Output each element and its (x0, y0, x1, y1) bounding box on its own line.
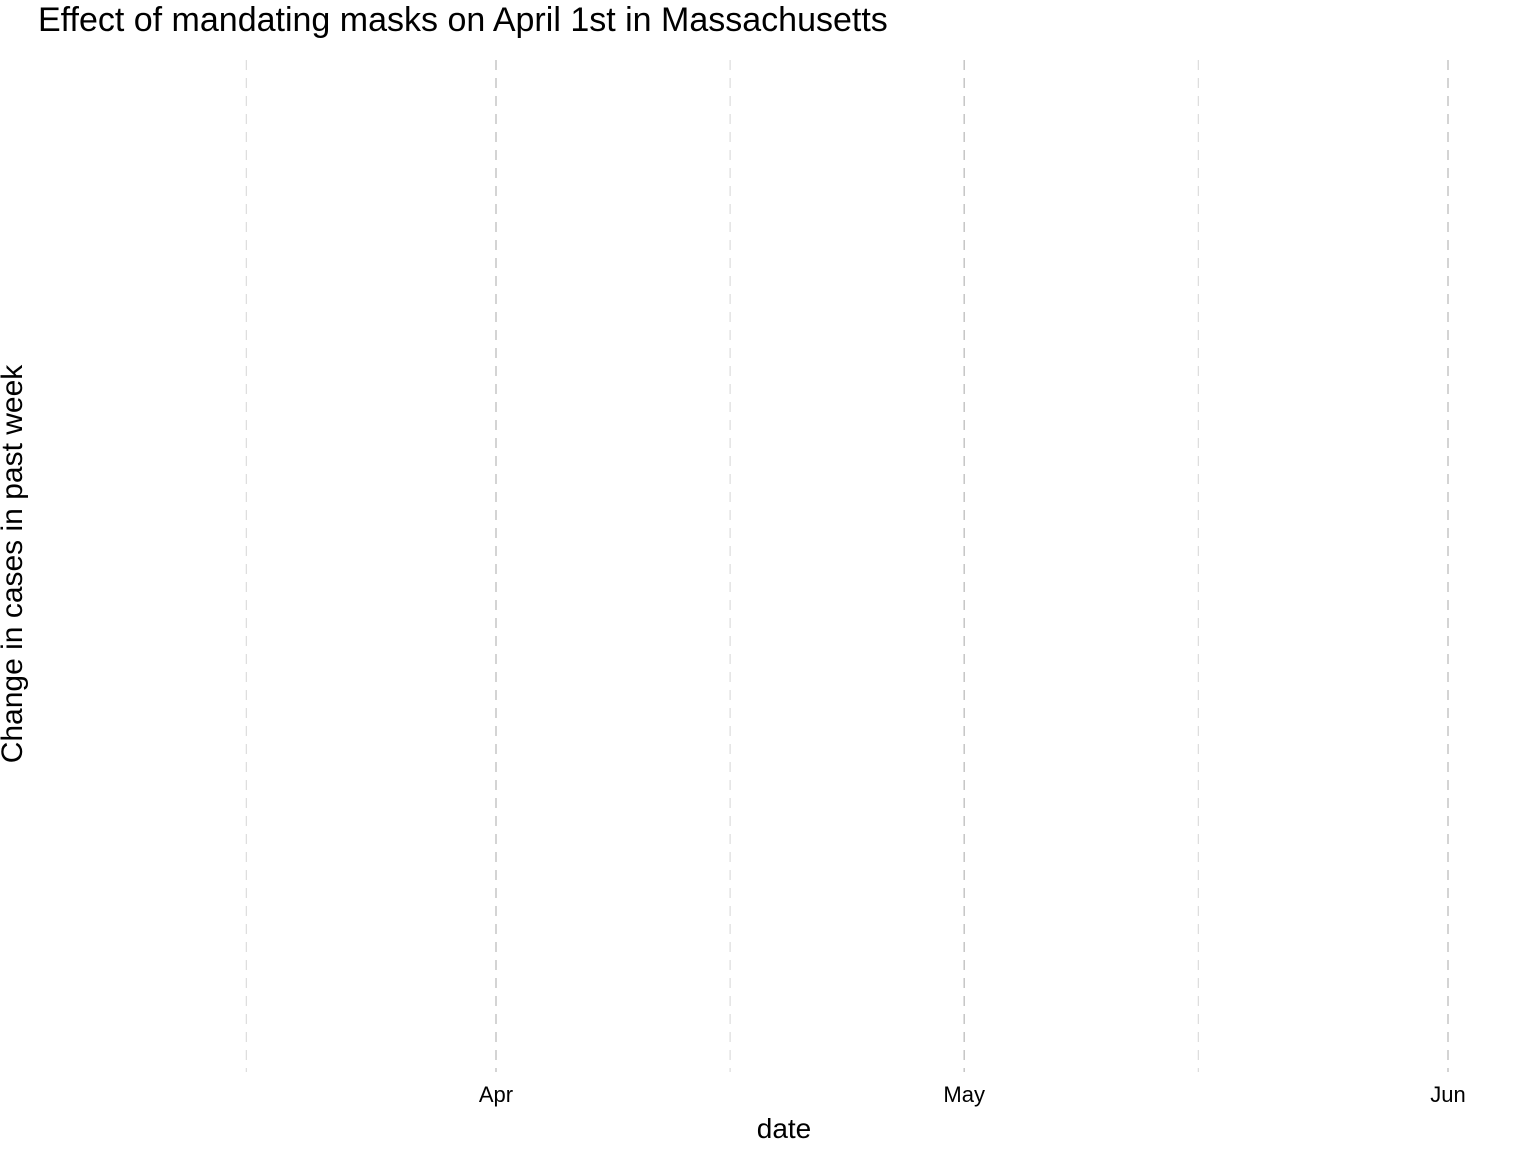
x-tick-label-apr: Apr (478, 1082, 514, 1107)
x-tick-label-jun: Jun (1430, 1082, 1466, 1107)
gridlines (245, 60, 1449, 1072)
x-axis-label: date (756, 1113, 812, 1144)
chart-title: Effect of mandating masks on April 1st i… (38, 1, 888, 39)
y-axis-label: Change in cases in past week (0, 364, 29, 764)
x-tick-label-may: May (943, 1082, 985, 1107)
